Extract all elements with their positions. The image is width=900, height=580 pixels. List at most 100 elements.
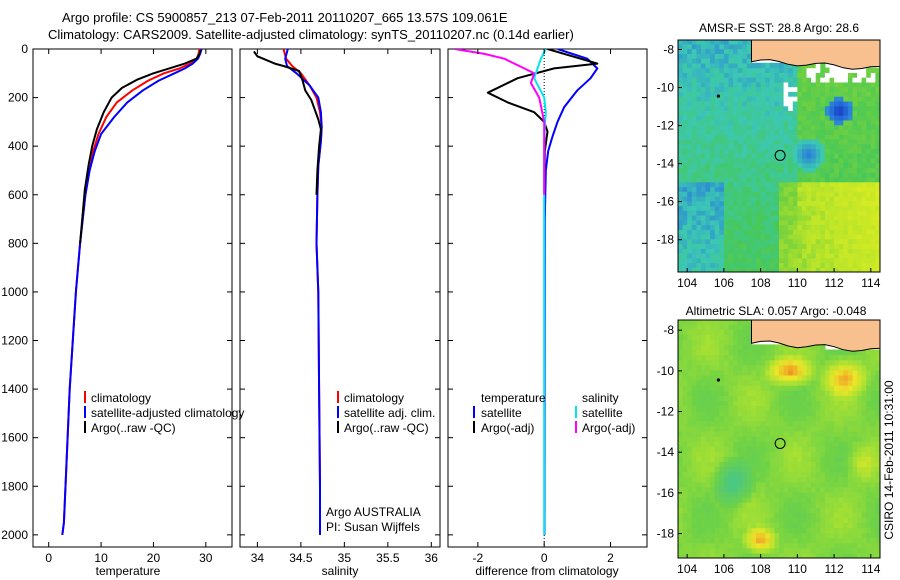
map-cell [710, 234, 716, 240]
map-cell [733, 522, 739, 529]
map-cell [701, 162, 707, 169]
map-cell [714, 425, 720, 432]
map-cell [838, 430, 844, 437]
map-cell [742, 176, 748, 183]
map-cell [701, 400, 707, 407]
map-cell [710, 425, 716, 432]
map-cell [779, 425, 785, 432]
map-cell [783, 369, 789, 376]
map-cell [746, 224, 753, 230]
map-cell [682, 215, 688, 221]
map-cell [765, 81, 771, 88]
map-cell [866, 359, 872, 366]
map-cell [742, 162, 748, 169]
map-cell [769, 537, 775, 544]
map-cell [847, 364, 854, 371]
map-cell [820, 153, 826, 159]
map-cell [847, 435, 854, 442]
map-cell [733, 205, 739, 211]
map-cell [746, 43, 753, 50]
map-cell [774, 374, 780, 381]
map-cell [701, 229, 707, 235]
map-cell [811, 257, 817, 264]
map-cell [829, 124, 835, 130]
map-cell [802, 67, 808, 73]
map-cell [742, 320, 748, 325]
map-cell [875, 466, 880, 473]
map-cell [701, 195, 707, 202]
map-cell [875, 153, 880, 159]
map-cell [779, 210, 785, 216]
map-cell [742, 138, 748, 145]
map-cell [811, 119, 817, 126]
map-cell [861, 441, 867, 447]
map-cell [788, 522, 794, 529]
map-cell [852, 466, 858, 473]
sla_map-ytick-label: -12 [657, 405, 675, 419]
map-cell [769, 191, 775, 197]
map-cell [788, 435, 794, 442]
map-cell [742, 542, 748, 549]
map-cell [838, 481, 844, 488]
map-cell [797, 425, 803, 432]
map-cell [746, 191, 753, 197]
map-cell [857, 390, 863, 396]
map-cell [811, 219, 817, 226]
map-cell [705, 324, 711, 330]
map-cell [788, 512, 794, 518]
map-cell [802, 446, 808, 452]
map-cell [719, 547, 725, 554]
map-cell [728, 446, 734, 452]
map-cell [838, 172, 844, 178]
map-cell [737, 395, 743, 401]
map-cell [815, 234, 821, 240]
map-cell [696, 262, 702, 268]
map-cell [714, 380, 720, 386]
map-cell [719, 210, 725, 216]
map-cell [861, 410, 867, 417]
map-cell [705, 334, 711, 340]
map-cell [774, 385, 780, 391]
map-cell [710, 96, 716, 102]
map-cell [733, 420, 739, 427]
map-cell [728, 167, 734, 173]
map-cell [769, 512, 775, 518]
map-cell [728, 115, 734, 121]
map-cell [733, 138, 739, 145]
map-cell [756, 359, 762, 366]
map-cell [792, 105, 798, 111]
map-cell [765, 385, 771, 391]
map-cell [682, 181, 688, 188]
map-cell [861, 176, 867, 183]
map-cell [783, 364, 789, 371]
map-cell [875, 157, 880, 164]
map-cell [843, 205, 849, 211]
map-cell [806, 119, 812, 126]
map-cell [820, 210, 826, 216]
map-cell [847, 110, 854, 116]
map-cell [779, 238, 785, 245]
map-cell [728, 181, 734, 188]
map-cell [691, 129, 697, 135]
map-cell [824, 542, 831, 549]
map-cell [788, 395, 794, 401]
map-cell [746, 364, 753, 371]
map-cell [838, 512, 844, 518]
map-cell [733, 425, 739, 432]
map-cell [760, 552, 766, 558]
map-cell [829, 435, 835, 442]
map-cell [797, 191, 803, 197]
map-cell [723, 186, 730, 192]
map-cell [861, 481, 867, 488]
map-cell [792, 441, 798, 447]
map-cell [857, 400, 863, 407]
map-cell [742, 234, 748, 240]
map-cell [701, 58, 707, 64]
map-cell [788, 374, 794, 381]
map-cell [811, 425, 817, 432]
map-cell [824, 359, 831, 366]
legend-label-temp-satellite: satellite [481, 406, 522, 420]
map-cell [682, 502, 688, 508]
map-cell [742, 527, 748, 534]
map-cell [875, 354, 880, 361]
